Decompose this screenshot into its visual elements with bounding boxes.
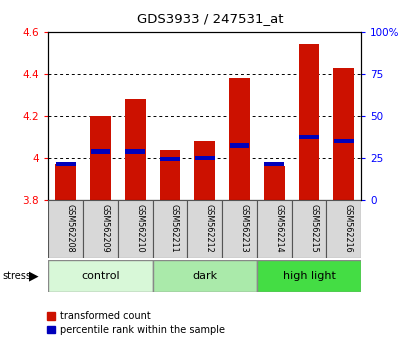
- Bar: [118, 200, 152, 258]
- Text: ▶: ▶: [29, 270, 38, 282]
- Text: control: control: [81, 271, 120, 281]
- Text: high light: high light: [283, 271, 336, 281]
- Text: GSM562214: GSM562214: [274, 204, 283, 253]
- Bar: [299, 45, 320, 200]
- Bar: [83, 200, 118, 258]
- Bar: [187, 200, 222, 258]
- Text: GSM562213: GSM562213: [239, 204, 249, 253]
- Legend: transformed count, percentile rank within the sample: transformed count, percentile rank withi…: [45, 309, 227, 337]
- Bar: [91, 149, 110, 154]
- Bar: [48, 260, 152, 292]
- Text: GSM562216: GSM562216: [344, 204, 353, 253]
- Text: GSM562209: GSM562209: [100, 204, 110, 253]
- Text: GSM562215: GSM562215: [309, 204, 318, 253]
- Bar: [125, 149, 145, 154]
- Bar: [90, 116, 111, 200]
- Bar: [48, 200, 83, 258]
- Bar: [125, 99, 146, 200]
- Bar: [160, 157, 180, 161]
- Bar: [194, 141, 215, 200]
- Text: GSM562208: GSM562208: [66, 204, 75, 253]
- Bar: [160, 150, 181, 200]
- Bar: [152, 260, 257, 292]
- Text: GSM562210: GSM562210: [135, 204, 144, 253]
- Bar: [195, 156, 215, 160]
- Bar: [222, 200, 257, 258]
- Bar: [333, 68, 354, 200]
- Bar: [264, 166, 285, 200]
- Bar: [230, 143, 249, 148]
- Bar: [334, 139, 354, 143]
- Bar: [291, 200, 326, 258]
- Bar: [264, 161, 284, 166]
- Bar: [257, 260, 361, 292]
- Bar: [152, 200, 187, 258]
- Text: GSM562212: GSM562212: [205, 204, 214, 253]
- Bar: [229, 78, 250, 200]
- Bar: [257, 200, 291, 258]
- Text: stress: stress: [2, 271, 31, 281]
- Bar: [55, 164, 76, 200]
- Bar: [326, 200, 361, 258]
- Text: dark: dark: [192, 271, 217, 281]
- Text: GSM562211: GSM562211: [170, 204, 179, 253]
- Bar: [299, 135, 319, 139]
- Bar: [56, 161, 76, 166]
- Text: GDS3933 / 247531_at: GDS3933 / 247531_at: [137, 12, 283, 25]
